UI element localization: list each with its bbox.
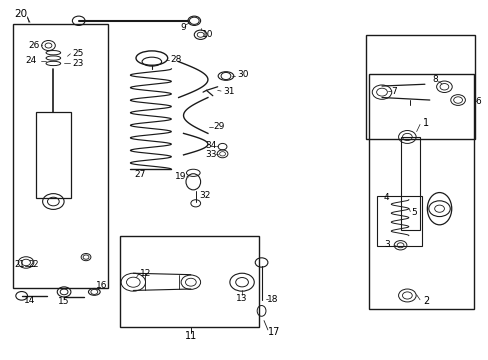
Text: 20: 20 (15, 9, 28, 19)
Text: 3: 3 (383, 240, 389, 249)
Text: 2: 2 (422, 296, 428, 306)
Text: 23: 23 (72, 59, 83, 68)
Text: 4: 4 (382, 193, 388, 202)
Bar (400, 137, 419, 230)
Bar (36, 112, 71, 198)
Text: 27: 27 (134, 170, 145, 179)
Text: 31: 31 (223, 87, 234, 96)
Text: 5: 5 (410, 208, 416, 217)
Bar (376, 196, 422, 246)
Text: 18: 18 (266, 294, 278, 303)
Text: 21: 21 (14, 261, 24, 270)
Text: 13: 13 (236, 294, 247, 303)
Text: 12: 12 (140, 269, 151, 278)
Text: 17: 17 (267, 327, 279, 337)
Bar (13, 24, 108, 288)
Text: 8: 8 (432, 75, 438, 84)
Text: 16: 16 (96, 281, 108, 290)
Text: 33: 33 (205, 150, 217, 159)
Text: 30: 30 (237, 71, 248, 80)
Text: 15: 15 (58, 297, 70, 306)
Text: 1: 1 (422, 118, 428, 128)
Text: 19: 19 (175, 172, 186, 181)
Text: 26: 26 (28, 41, 40, 50)
Bar (366, 35, 474, 139)
Text: 6: 6 (475, 96, 481, 105)
Text: 32: 32 (199, 190, 210, 199)
Text: 14: 14 (24, 296, 36, 305)
Bar (368, 74, 473, 309)
Text: 11: 11 (184, 331, 197, 341)
Text: 24: 24 (26, 56, 37, 65)
Text: 10: 10 (201, 30, 213, 39)
Text: 28: 28 (170, 55, 182, 64)
Text: 7: 7 (390, 86, 396, 95)
Bar (120, 235, 259, 327)
Text: 34: 34 (205, 141, 217, 150)
Text: 22: 22 (28, 261, 39, 270)
Text: 29: 29 (213, 122, 224, 131)
Text: 25: 25 (72, 49, 83, 58)
Text: 9: 9 (180, 23, 186, 32)
